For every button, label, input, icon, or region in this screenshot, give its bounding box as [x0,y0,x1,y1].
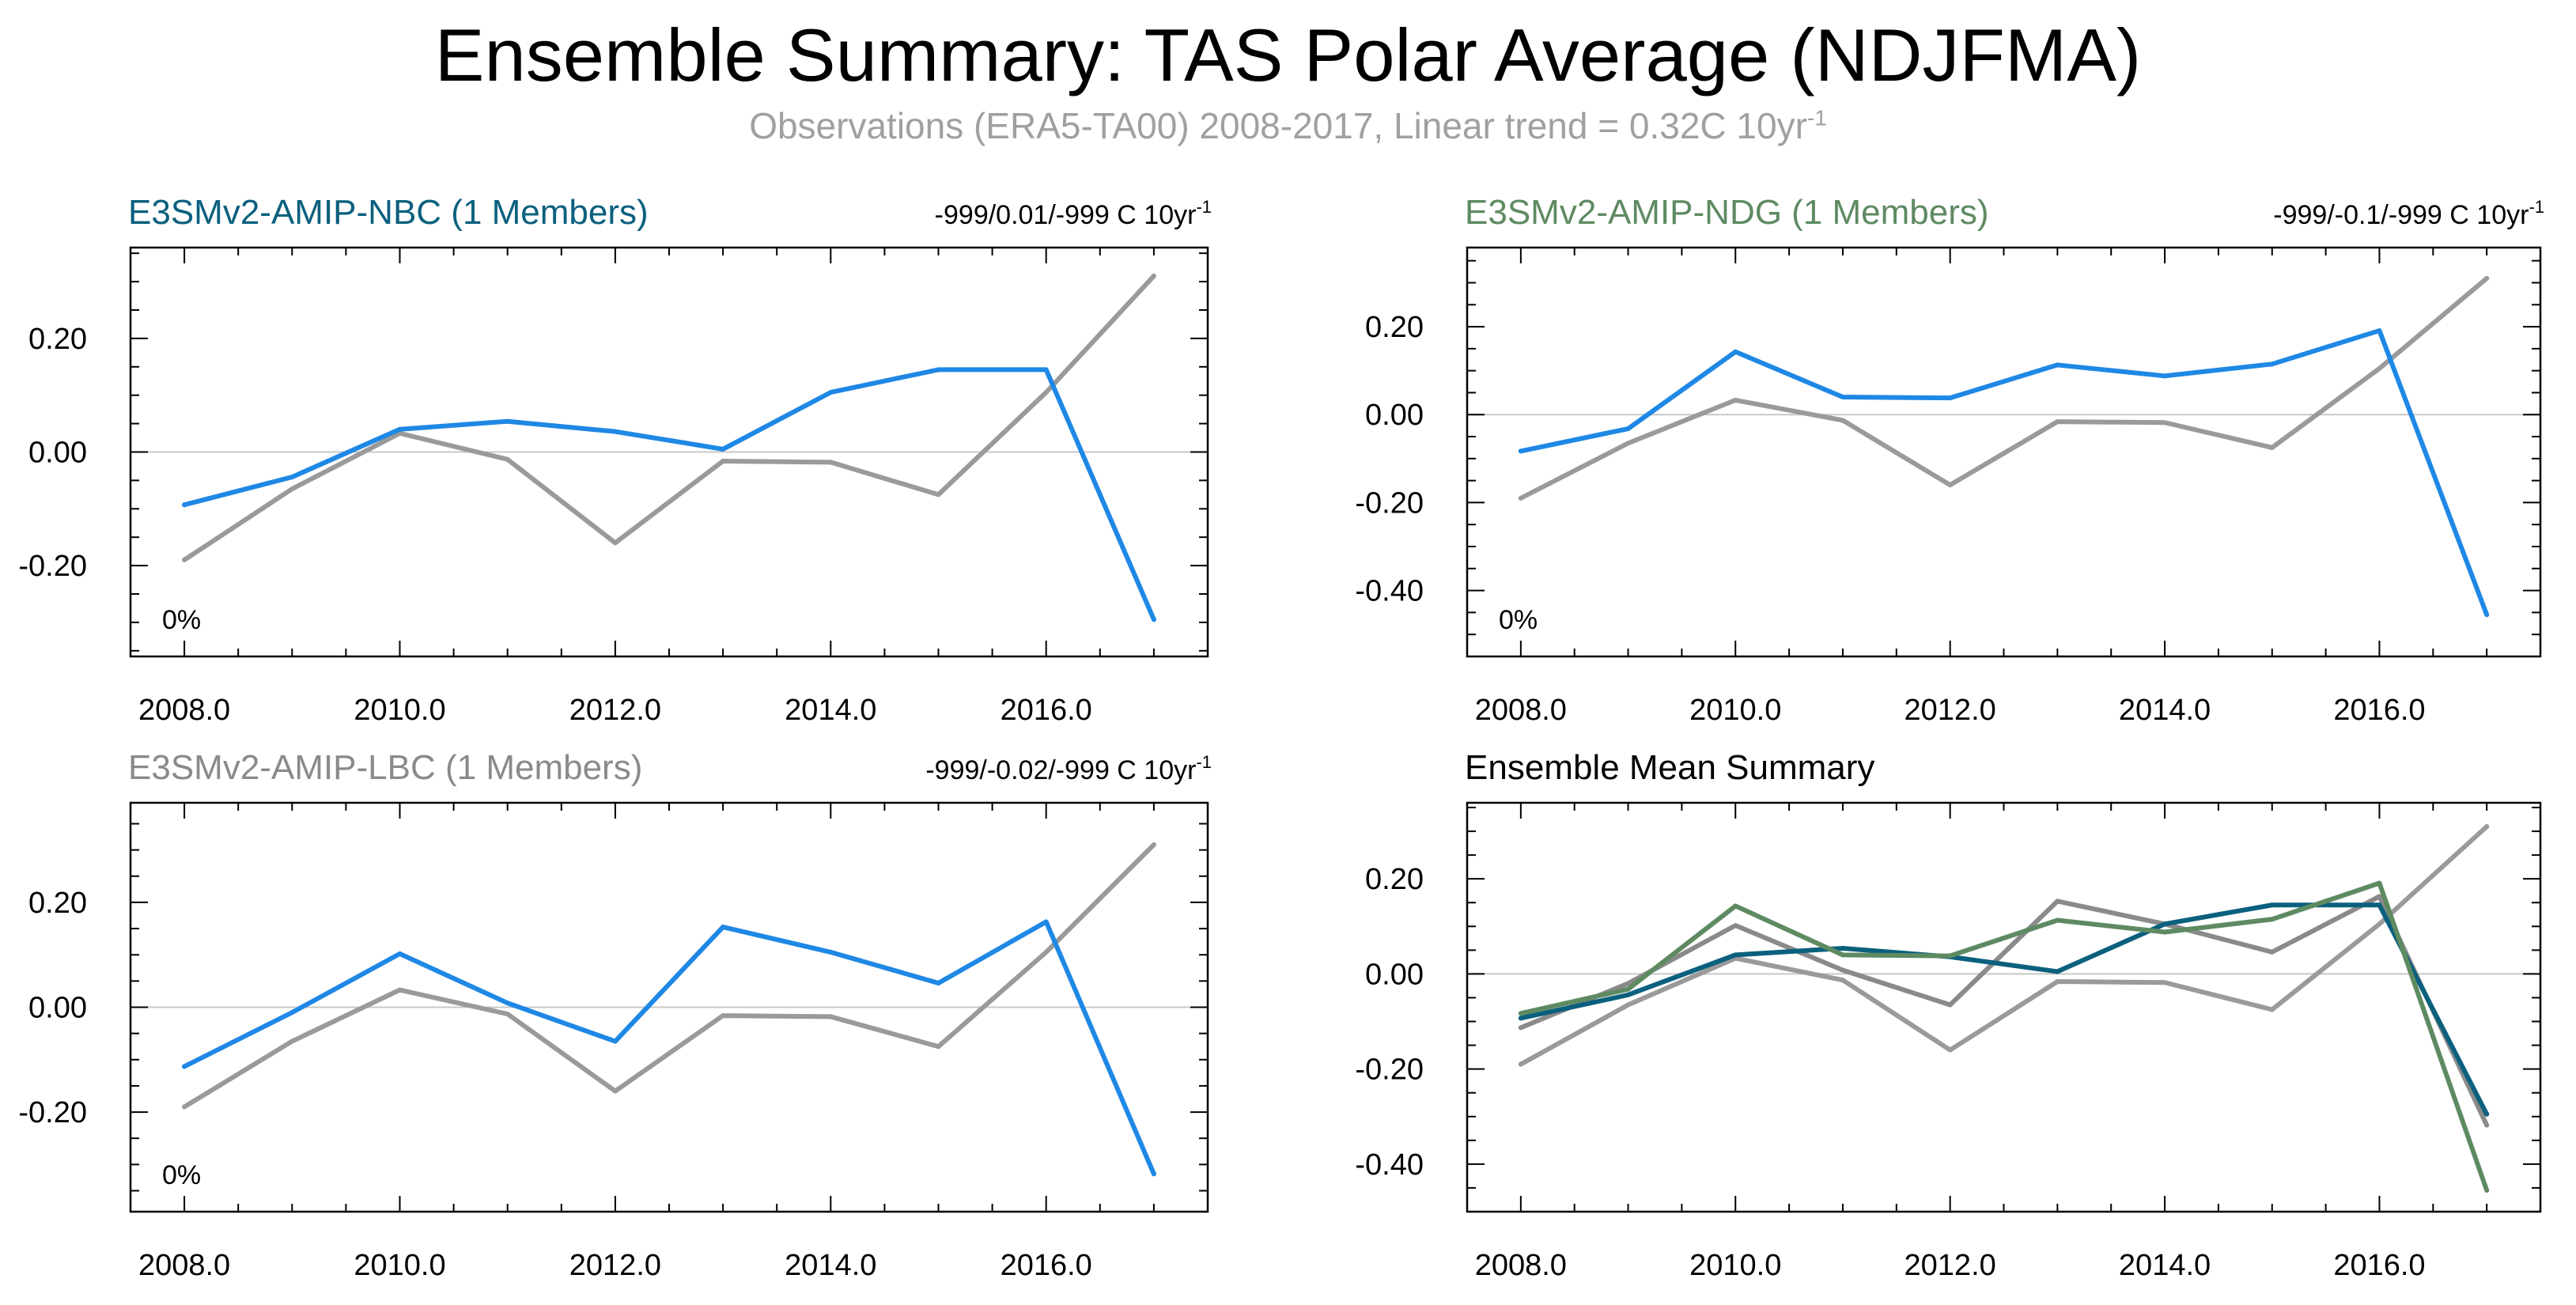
data-point [828,460,834,465]
corner-percent-label: 0% [162,605,201,635]
data-point [182,502,187,508]
trend-label-superscript: -1 [1196,197,1212,217]
data-point [1151,617,1156,622]
data-point [721,446,726,452]
figure-subtitle: Observations (ERA5-TA00) 2008-2017, Line… [0,104,2576,147]
x-tick-label: 2008.0 [138,694,230,727]
data-point [612,540,618,546]
data-point [505,418,510,424]
trend-label: -999/0.01/-999 C 10yr-1 [935,197,1212,230]
figure-title: Ensemble Summary: TAS Polar Average (NDJ… [434,13,2142,96]
data-point [1043,390,1049,395]
subtitle-superscript: -1 [1806,105,1827,130]
data-point [182,557,187,562]
data-point [289,486,295,492]
data-point [828,390,834,395]
panel-title-nbc: E3SMv2-AMIP-NBC (1 Members) [128,193,649,232]
trend-label-text: -999/0.01/-999 C 10yr [935,200,1197,230]
y-tick-label: 0.20 [28,323,87,356]
series-line-0 [182,273,1156,562]
data-point [505,456,510,462]
data-point [721,458,726,463]
data-point [1043,367,1049,373]
y-tick-label: -0.20 [18,550,87,583]
x-tick-label: 2012.0 [569,694,661,727]
y-tick-label: 0.00 [28,437,87,470]
x-tick-label: 2016.0 [1001,694,1092,727]
data-point [936,367,941,373]
data-point [397,426,403,432]
x-tick-label: 2014.0 [785,694,876,727]
x-tick-label: 2010.0 [354,694,445,727]
data-point [612,429,618,434]
series-line-1 [182,367,1156,622]
data-point [936,492,941,497]
data-point [1151,273,1156,278]
subtitle-text: Observations (ERA5-TA00) 2008-2017, Line… [749,105,1807,146]
data-point [289,475,295,480]
